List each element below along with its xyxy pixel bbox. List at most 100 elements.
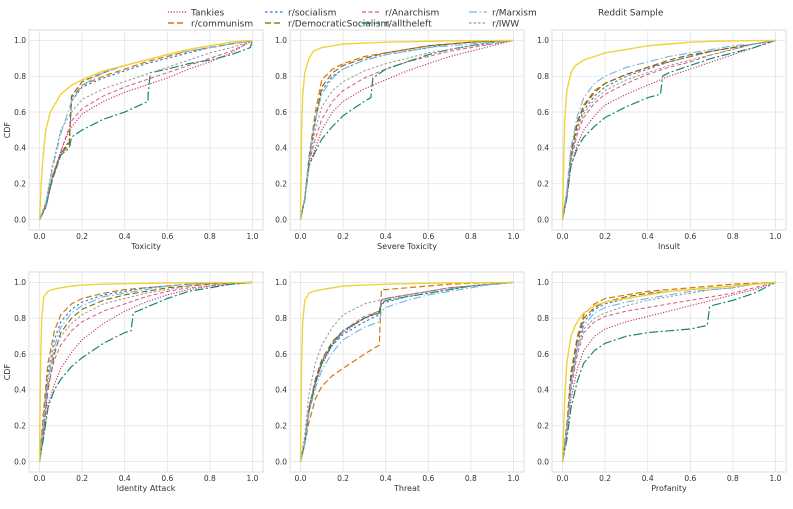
ytick-5-3: 0.6 <box>537 350 549 359</box>
ytick-3-2: 0.4 <box>14 386 26 395</box>
xtick-2-3: 0.6 <box>684 232 696 241</box>
xtick-4-1: 0.2 <box>337 474 349 483</box>
xtick-4-0: 0.0 <box>295 474 307 483</box>
series-line-3-0 <box>38 281 253 462</box>
xtick-3-5: 1.0 <box>247 474 259 483</box>
ytick-5-1: 0.2 <box>537 421 549 430</box>
xtick-1-5: 1.0 <box>508 232 520 241</box>
xtick-3-2: 0.4 <box>119 474 131 483</box>
panel-5: 0.0 0.2 0.4 0.6 0.8 1.0 0.0 0.2 0.4 0.6 0.8 1.0 Prof… <box>537 271 787 493</box>
panels: 0.0 0.2 0.4 0.6 0.8 1.0 0.0 0.2 0.4 0.6 0.8 1.0 Toxi… <box>3 29 787 493</box>
series-line-2-0 <box>561 39 776 220</box>
xtick-3-1: 0.2 <box>76 474 88 483</box>
series-line-2-3 <box>561 39 776 220</box>
xtick-3-0: 0.0 <box>34 474 46 483</box>
series-line-5-1 <box>561 281 776 462</box>
series-line-0-8 <box>38 39 253 220</box>
xtick-1-4: 0.8 <box>465 232 477 241</box>
ytick-5-2: 0.4 <box>537 386 549 395</box>
ytick-2-2: 0.4 <box>537 144 549 153</box>
xtick-2-0: 0.0 <box>557 232 569 241</box>
panel-frame-1 <box>289 29 525 231</box>
series-line-5-5 <box>561 281 776 462</box>
ylabel-0: CDF <box>3 121 12 138</box>
legend-label-7: r/IWW <box>492 20 519 30</box>
legend-label-2: r/socialism <box>288 9 336 19</box>
xtick-0-5: 1.0 <box>247 232 259 241</box>
xtick-5-3: 0.6 <box>684 474 696 483</box>
xtick-0-3: 0.6 <box>161 232 173 241</box>
legend-label-0: Tankies <box>190 9 224 19</box>
legend-label-6: r/Marxism <box>492 9 537 19</box>
xlabel-5: Profanity <box>651 484 687 493</box>
series-line-3-2 <box>38 281 253 462</box>
ylabel-3: CDF <box>3 363 12 380</box>
series-line-5-6 <box>561 281 776 462</box>
xtick-5-0: 0.0 <box>557 474 569 483</box>
series-line-4-2 <box>299 281 514 462</box>
panel-frame-5 <box>551 271 787 473</box>
series-line-0-4 <box>39 39 253 220</box>
xtick-0-4: 0.8 <box>204 232 216 241</box>
ytick-4-3: 0.6 <box>275 350 287 359</box>
ytick-1-5: 1.0 <box>275 36 287 45</box>
ytick-5-5: 1.0 <box>537 278 549 287</box>
series-line-3-5 <box>38 281 253 462</box>
series-line-0-7 <box>39 39 253 220</box>
ytick-1-1: 0.2 <box>275 179 287 188</box>
ytick-0-1: 0.2 <box>14 179 26 188</box>
series-line-4-6 <box>299 281 514 462</box>
series-line-2-6 <box>561 39 776 220</box>
ytick-4-1: 0.2 <box>275 421 287 430</box>
xtick-3-4: 0.8 <box>204 474 216 483</box>
xtick-3-3: 0.6 <box>161 474 173 483</box>
ytick-5-0: 0.0 <box>537 457 549 466</box>
legend-label-1: r/communism <box>191 20 253 30</box>
xlabel-1: Severe Toxicity <box>377 242 437 251</box>
xtick-2-5: 1.0 <box>770 232 782 241</box>
xtick-2-2: 0.4 <box>642 232 654 241</box>
ytick-3-1: 0.2 <box>14 421 26 430</box>
xtick-4-4: 0.8 <box>465 474 477 483</box>
series-line-3-8 <box>38 281 253 462</box>
series-line-5-4 <box>562 281 776 462</box>
xtick-2-1: 0.2 <box>599 232 611 241</box>
series-line-1-8 <box>299 39 514 220</box>
series-line-0-6 <box>38 39 253 220</box>
ytick-0-2: 0.4 <box>14 144 26 153</box>
panel-1: 0.0 0.2 0.4 0.6 0.8 1.0 0.0 0.2 0.4 0.6 0.8 1.0 Seve… <box>275 29 525 251</box>
ytick-1-4: 0.8 <box>275 72 287 81</box>
ytick-4-4: 0.8 <box>275 314 287 323</box>
legend-label-5: r/alltheleft <box>385 20 432 30</box>
xtick-5-4: 0.8 <box>727 474 739 483</box>
xlabel-3: Identity Attack <box>117 484 176 493</box>
series-line-0-0 <box>39 39 253 220</box>
series-line-2-4 <box>562 39 776 220</box>
ytick-4-0: 0.0 <box>275 457 287 466</box>
ytick-2-4: 0.8 <box>537 72 549 81</box>
ytick-4-5: 1.0 <box>275 278 287 287</box>
series-line-3-7 <box>39 281 253 462</box>
series-line-5-3 <box>561 281 776 462</box>
legend-label-4: r/Anarchism <box>385 9 439 19</box>
ytick-2-0: 0.0 <box>537 215 549 224</box>
xtick-4-5: 1.0 <box>508 474 520 483</box>
ytick-0-5: 1.0 <box>14 36 26 45</box>
xtick-2-4: 0.8 <box>727 232 739 241</box>
ytick-2-1: 0.2 <box>537 179 549 188</box>
xlabel-4: Threat <box>393 484 420 493</box>
ytick-2-3: 0.6 <box>537 108 549 117</box>
xtick-0-0: 0.0 <box>34 232 46 241</box>
legend-label-8: Reddit Sample <box>598 9 664 19</box>
panel-3: 0.0 0.2 0.4 0.6 0.8 1.0 0.0 0.2 0.4 0.6 0.8 1.0 Iden… <box>3 271 264 493</box>
ytick-1-2: 0.4 <box>275 144 287 153</box>
ytick-3-3: 0.6 <box>14 350 26 359</box>
series-line-5-8 <box>561 281 776 462</box>
series-line-2-7 <box>562 39 776 220</box>
series-line-4-8 <box>299 281 514 462</box>
legend-label-3: r/DemocraticSocialism <box>288 20 389 30</box>
series-line-5-0 <box>561 281 776 462</box>
ytick-1-3: 0.6 <box>275 108 287 117</box>
